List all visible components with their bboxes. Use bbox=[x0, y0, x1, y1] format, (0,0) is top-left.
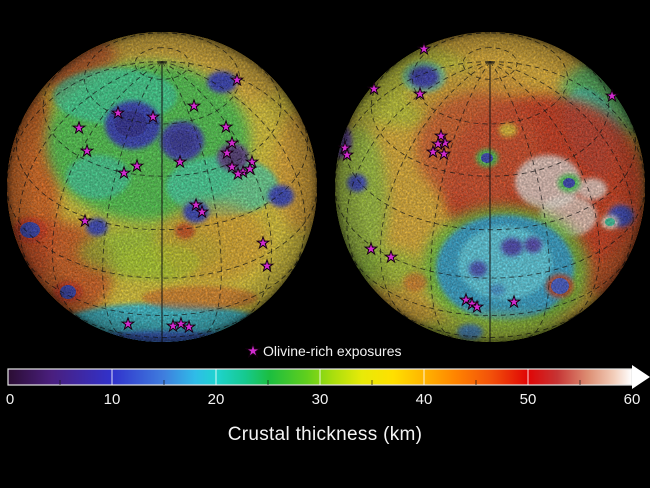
colorbar-tick-labels: 0 10 20 30 40 50 60 bbox=[0, 391, 650, 411]
colorbar-tick-label: 60 bbox=[623, 391, 641, 408]
limb-shading bbox=[335, 32, 645, 342]
colorbar-arrow bbox=[632, 365, 650, 389]
colorbar-tick-label: 0 bbox=[5, 391, 15, 408]
colorbar-tick-label: 50 bbox=[519, 391, 537, 408]
colorbar-tick-label: 30 bbox=[311, 391, 329, 408]
colorbar-tick-label: 20 bbox=[207, 391, 225, 408]
colorbar-tick-label: 40 bbox=[415, 391, 433, 408]
right-hemisphere-map bbox=[335, 32, 645, 342]
left-hemisphere-map bbox=[7, 32, 317, 342]
legend-label: Olivine-rich exposures bbox=[263, 343, 402, 359]
colorbar-title: Crustal thickness (km) bbox=[227, 424, 423, 445]
colorbar bbox=[7, 365, 650, 389]
colorbar-tick-label: 10 bbox=[103, 391, 121, 408]
limb-shading bbox=[7, 32, 317, 342]
